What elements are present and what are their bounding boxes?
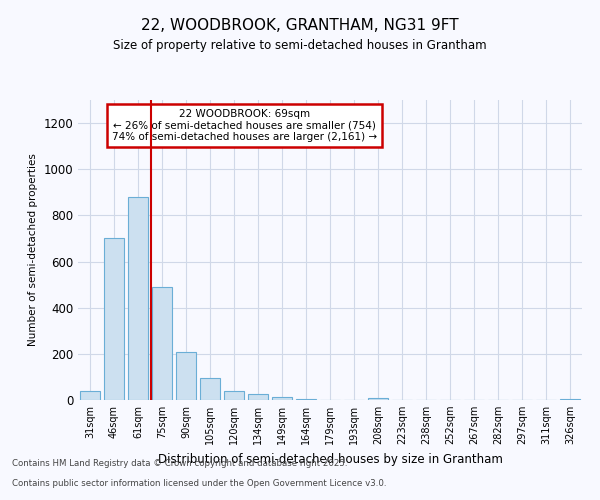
Bar xyxy=(248,394,268,400)
Bar xyxy=(296,399,316,400)
Bar xyxy=(272,396,292,400)
Y-axis label: Number of semi-detached properties: Number of semi-detached properties xyxy=(28,154,38,346)
Text: Contains HM Land Registry data © Crown copyright and database right 2025.: Contains HM Land Registry data © Crown c… xyxy=(12,458,347,468)
Bar xyxy=(152,287,172,400)
Bar xyxy=(200,378,220,400)
Text: 22, WOODBROOK, GRANTHAM, NG31 9FT: 22, WOODBROOK, GRANTHAM, NG31 9FT xyxy=(141,18,459,32)
X-axis label: Distribution of semi-detached houses by size in Grantham: Distribution of semi-detached houses by … xyxy=(158,452,502,466)
Bar xyxy=(368,398,388,400)
Text: Contains public sector information licensed under the Open Government Licence v3: Contains public sector information licen… xyxy=(12,478,386,488)
Bar xyxy=(128,197,148,400)
Bar xyxy=(560,399,580,400)
Text: 22 WOODBROOK: 69sqm
← 26% of semi-detached houses are smaller (754)
74% of semi-: 22 WOODBROOK: 69sqm ← 26% of semi-detach… xyxy=(112,109,377,142)
Text: Size of property relative to semi-detached houses in Grantham: Size of property relative to semi-detach… xyxy=(113,40,487,52)
Bar xyxy=(80,391,100,400)
Bar xyxy=(224,391,244,400)
Bar xyxy=(176,352,196,400)
Bar xyxy=(104,238,124,400)
